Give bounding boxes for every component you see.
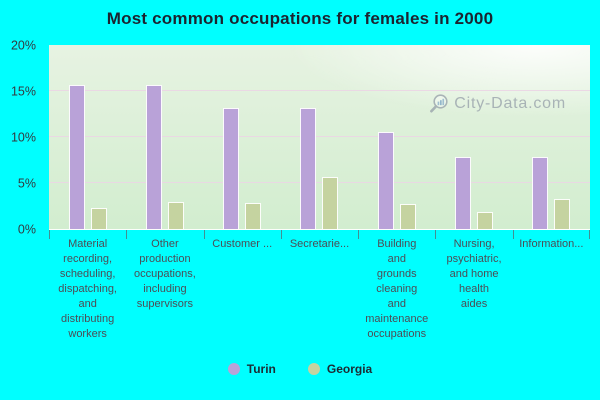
bar-georgia-1 xyxy=(90,207,107,229)
x-axis-tick xyxy=(280,230,282,239)
x-category-label: Building and grounds cleaning and mainte… xyxy=(365,238,429,340)
watermark: City-Data.com xyxy=(428,93,566,115)
bar-turin-1 xyxy=(68,84,85,229)
bar-group-2 xyxy=(126,45,203,229)
x-axis-tick xyxy=(435,230,437,239)
bar-group-5 xyxy=(358,45,435,229)
georgia-swatch-icon xyxy=(307,363,320,375)
gridline xyxy=(49,136,590,137)
bars-row xyxy=(49,45,590,229)
bar-georgia-2 xyxy=(167,202,184,229)
y-tick-label: 15% xyxy=(10,83,36,98)
gridline xyxy=(49,182,590,183)
legend-item-georgia: Georgia xyxy=(307,362,373,376)
x-axis-tick xyxy=(358,230,360,239)
x-category-label: Customer ... xyxy=(212,238,273,250)
bar-group-1 xyxy=(49,45,126,229)
y-axis: 0% 5% 10% 15% 20% xyxy=(0,39,38,235)
x-axis-tick xyxy=(203,230,205,239)
plot-area: City-Data.com xyxy=(49,45,590,230)
bar-georgia-4 xyxy=(322,177,339,229)
bar-turin-5 xyxy=(377,132,394,229)
y-tick-label: 20% xyxy=(10,37,36,52)
turin-swatch-icon xyxy=(227,363,240,375)
bar-turin-6 xyxy=(455,157,472,229)
bar-turin-7 xyxy=(532,157,549,229)
bar-georgia-3 xyxy=(245,203,262,229)
x-category-label: Secretarie... xyxy=(289,238,350,250)
bar-group-7 xyxy=(513,45,590,229)
bar-turin-3 xyxy=(223,108,240,229)
y-tick-label: 0% xyxy=(17,221,36,236)
x-category-label: Information... xyxy=(519,238,584,250)
chart-title: Most common occupations for females in 2… xyxy=(106,9,494,28)
turin-legend-label: Turin xyxy=(246,362,276,376)
x-ticks xyxy=(49,230,590,240)
bar-turin-2 xyxy=(145,84,162,229)
bar-turin-4 xyxy=(300,108,317,229)
bar-group-6 xyxy=(435,45,512,229)
x-labels: Material recording, scheduling, dispatch… xyxy=(49,237,590,342)
legend: Turin Georgia xyxy=(0,362,600,376)
x-axis-tick xyxy=(126,230,128,239)
bar-group-4 xyxy=(281,45,358,229)
x-category-label: Nursing, psychiatric, and home health ai… xyxy=(446,238,502,310)
x-axis-tick xyxy=(512,230,514,239)
legend-item-turin: Turin xyxy=(227,362,276,376)
gridline xyxy=(49,90,590,91)
georgia-legend-label: Georgia xyxy=(326,362,373,376)
bar-georgia-6 xyxy=(477,212,494,229)
watermark-text: City-Data.com xyxy=(454,95,566,112)
bar-georgia-5 xyxy=(399,204,416,229)
y-tick-label: 10% xyxy=(10,129,36,144)
x-category-label: Other production occupations, including … xyxy=(134,238,196,310)
y-tick-label: 5% xyxy=(17,175,36,190)
bar-group-3 xyxy=(204,45,281,229)
city-data-magnifier-icon xyxy=(428,93,450,115)
x-axis-tick xyxy=(589,230,590,239)
x-category-label: Material recording, scheduling, dispatch… xyxy=(58,238,117,340)
bar-georgia-7 xyxy=(554,198,571,229)
x-axis-tick xyxy=(49,230,50,239)
